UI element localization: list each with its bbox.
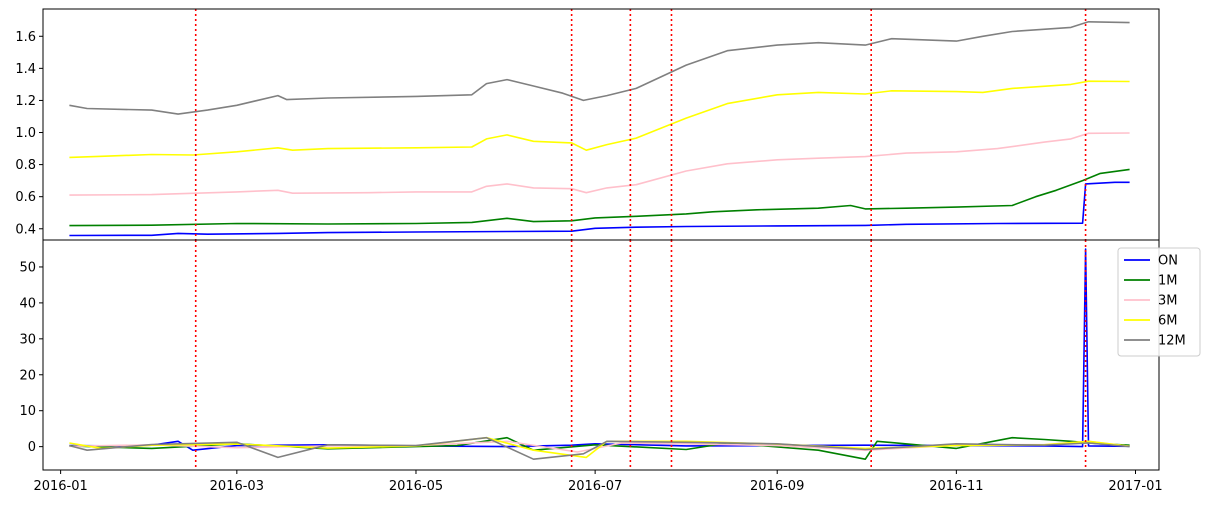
x-tick-label: 2017-01 [1108,479,1162,494]
y-tick-label: 0 [28,440,36,455]
series-line-3m [69,132,1130,196]
y-tick-label: 20 [19,368,36,383]
legend-label-on: ON [1158,254,1178,269]
series-line-on [69,181,1130,237]
legend: ON 1M 3M 6M 12M [1117,247,1201,357]
legend-box [1117,247,1201,357]
x-axis: 2016-01 2016-03 2016-05 2016-07 2016-09 2016-… [33,470,1163,494]
y-tick-label: 1.6 [15,30,36,45]
legend-label-12m: 12M [1158,334,1186,349]
y-tick-label: 0.6 [15,190,36,205]
y-tick-label: 0.4 [15,222,36,237]
series-line-1m [69,168,1130,227]
series-line-12m [69,21,1130,115]
top-plot-panel: 0.4 0.6 0.8 1.0 1.2 1.4 1.6 [15,8,1160,241]
series-line-6m [69,80,1130,159]
legend-label-6m: 6M [1158,314,1178,329]
series-line-12m [69,436,1130,460]
y-tick-label: 1.4 [15,62,36,77]
series-line-on [69,248,1130,451]
y-tick-label: 0.8 [15,158,36,173]
x-tick-label: 2016-03 [210,479,264,494]
series-line-6m [69,436,1130,459]
y-tick-label: 10 [19,404,36,419]
plot-area [43,9,1159,240]
x-tick-label: 2016-05 [389,479,443,494]
x-tick-label: 2016-11 [929,479,983,494]
bottom-plot-panel: 0 10 20 30 40 50 [19,239,1160,471]
legend-label-1m: 1M [1158,274,1178,289]
x-tick-label: 2016-09 [750,479,804,494]
y-tick-label: 50 [19,260,36,275]
plot-area [43,240,1159,470]
y-tick-label: 40 [19,296,36,311]
y-tick-label: 1.0 [15,126,36,141]
y-tick-label: 30 [19,332,36,347]
x-tick-label: 2016-07 [568,479,622,494]
legend-label-3m: 3M [1158,294,1178,309]
y-tick-label: 1.2 [15,94,36,109]
x-tick-label: 2016-01 [33,479,87,494]
